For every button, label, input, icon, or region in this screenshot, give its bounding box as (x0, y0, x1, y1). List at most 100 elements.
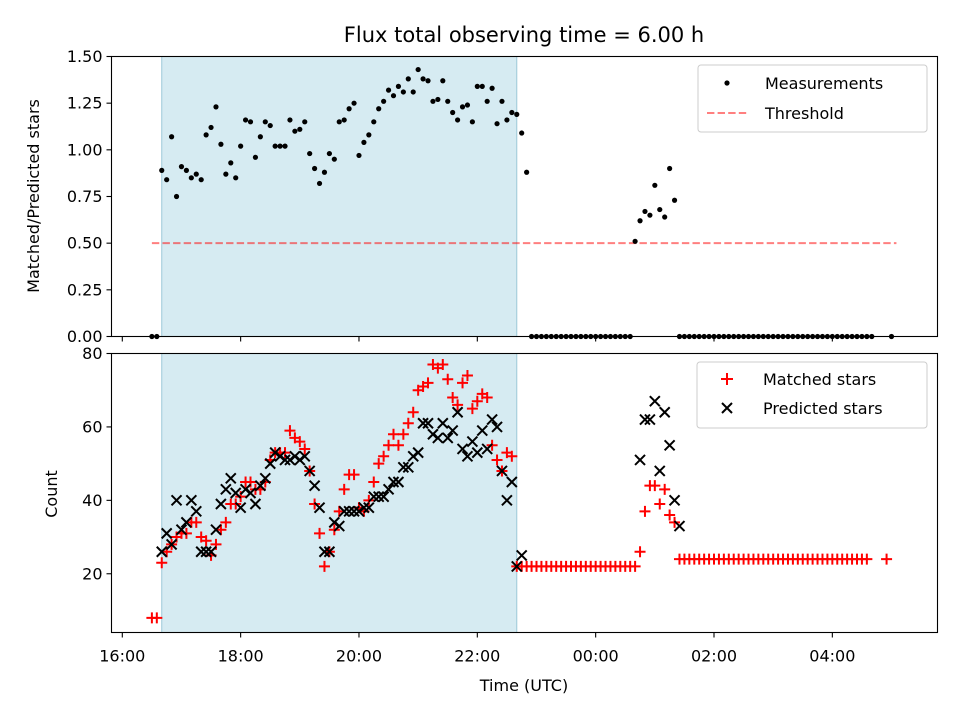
predicted-star-point (461, 450, 474, 462)
predicted-star-point (377, 490, 390, 503)
measurement-point (405, 76, 411, 82)
matched-star-point (659, 483, 671, 495)
bottom-axes-frame (110, 352, 939, 634)
predicted-star-point (481, 443, 493, 455)
predicted-star-point (160, 527, 173, 540)
y-tick-label: 40 (82, 491, 102, 510)
matched-star-point (442, 373, 454, 385)
measurement-point (252, 154, 259, 160)
matched-star-point (392, 439, 404, 451)
matched-star-point (200, 535, 212, 547)
matched-star-point (461, 370, 473, 382)
top-x-ticks (121, 336, 833, 342)
y-tick-label: 20 (82, 564, 102, 583)
predicted-star-point (466, 435, 479, 448)
matched-star-point (471, 395, 483, 407)
measurement-point (198, 177, 204, 183)
measurement-point (272, 143, 278, 149)
predicted-star-point (649, 395, 661, 407)
predicted-star-point (264, 457, 276, 470)
predicted-star-point (308, 479, 321, 492)
top-panel: 0.00 0.25 0.50 0.75 1.00 1.25 1.50 Matched/Pre… (24, 47, 939, 346)
measurement-point (366, 132, 372, 138)
matched-star-point (314, 527, 326, 539)
predicted-star-point (343, 505, 355, 518)
measurement-point (169, 134, 175, 140)
predicted-star-point (654, 465, 666, 477)
x-tick-label: 20:00 (336, 647, 382, 666)
matched-star-point (506, 450, 518, 462)
matched-star-point (639, 505, 651, 517)
measurement-point (420, 76, 426, 82)
y-tick-label: 1.25 (67, 94, 103, 113)
matched-star-point (387, 428, 399, 440)
measurement-point (435, 96, 441, 103)
measurement-point (494, 121, 500, 127)
measurement-point (381, 98, 387, 104)
measurement-point (287, 117, 293, 123)
x-axis-label: Time (UTC) (479, 676, 568, 695)
matched-star-point (190, 516, 202, 528)
predicted-star-point (190, 505, 202, 518)
measurement-point (223, 171, 229, 177)
predicted-star-point (668, 494, 681, 507)
matched-star-point (649, 480, 661, 492)
measurement-point (188, 175, 194, 181)
x-tick-label: 18:00 (218, 647, 264, 666)
measurement-point (450, 109, 456, 116)
legend-matched-marker (721, 373, 733, 385)
matched-star-point (447, 392, 459, 404)
bottom-panel: 20 40 60 80 16:00 18:00 20:00 22:00 00:00 02:00 0… (42, 344, 939, 695)
measurement-point (445, 98, 451, 104)
measurement-point (178, 164, 185, 170)
measurement-point (282, 143, 288, 149)
matched-star-point (634, 546, 646, 558)
measurement-point (430, 98, 436, 104)
x-tick-label: 04:00 (809, 647, 855, 666)
measurement-point (341, 117, 347, 123)
predicted-star-point (486, 413, 498, 426)
matched-star-point (318, 560, 330, 572)
top-y-axis: 0.00 0.25 0.50 0.75 1.00 1.25 1.50 (67, 47, 112, 346)
matched-star-point (373, 458, 385, 470)
predicted-star-point (200, 546, 212, 558)
matched-star-point (881, 553, 893, 565)
measurement-point (247, 119, 254, 125)
matched-star-point (861, 553, 873, 565)
measurement-point (312, 165, 318, 172)
legend-measurements-label: Measurements (765, 74, 883, 93)
predicted-star-point (442, 432, 454, 444)
legend-threshold-label: Threshold (764, 104, 844, 123)
matched-star-point (397, 428, 409, 440)
predicted-star-point (432, 432, 444, 444)
x-tick-label: 02:00 (691, 647, 737, 666)
predicted-star-point (456, 443, 469, 455)
predicted-star-point (382, 483, 395, 496)
measurement-point (326, 150, 332, 157)
predicted-star-point (225, 472, 237, 485)
measurement-point (351, 100, 357, 106)
matched-star-point (664, 509, 676, 521)
bottom-legend-box (696, 361, 928, 429)
measurement-point (316, 180, 323, 187)
predicted-star-point (387, 476, 400, 488)
measurement-point (415, 66, 421, 73)
x-tick-label: 00:00 (573, 647, 619, 666)
measurement-point (228, 160, 234, 166)
predicted-star-point (299, 450, 311, 462)
measurement-point (519, 130, 525, 136)
matched-star-point (402, 417, 414, 429)
measurement-point (410, 89, 416, 95)
measurement-point (425, 78, 431, 84)
predicted-stars-series (156, 395, 686, 573)
bottom-y-axis: 20 40 60 80 (82, 344, 112, 583)
y-tick-label: 0.00 (67, 327, 103, 346)
legend-measurements-marker (724, 80, 730, 86)
predicted-star-point (451, 406, 464, 418)
measurement-point (356, 152, 362, 159)
matched-star-point (378, 450, 390, 462)
predicted-star-point (175, 524, 188, 536)
measurement-point (159, 167, 165, 173)
legend-predicted-label: Predicted stars (763, 399, 883, 418)
measurement-point (302, 119, 308, 125)
